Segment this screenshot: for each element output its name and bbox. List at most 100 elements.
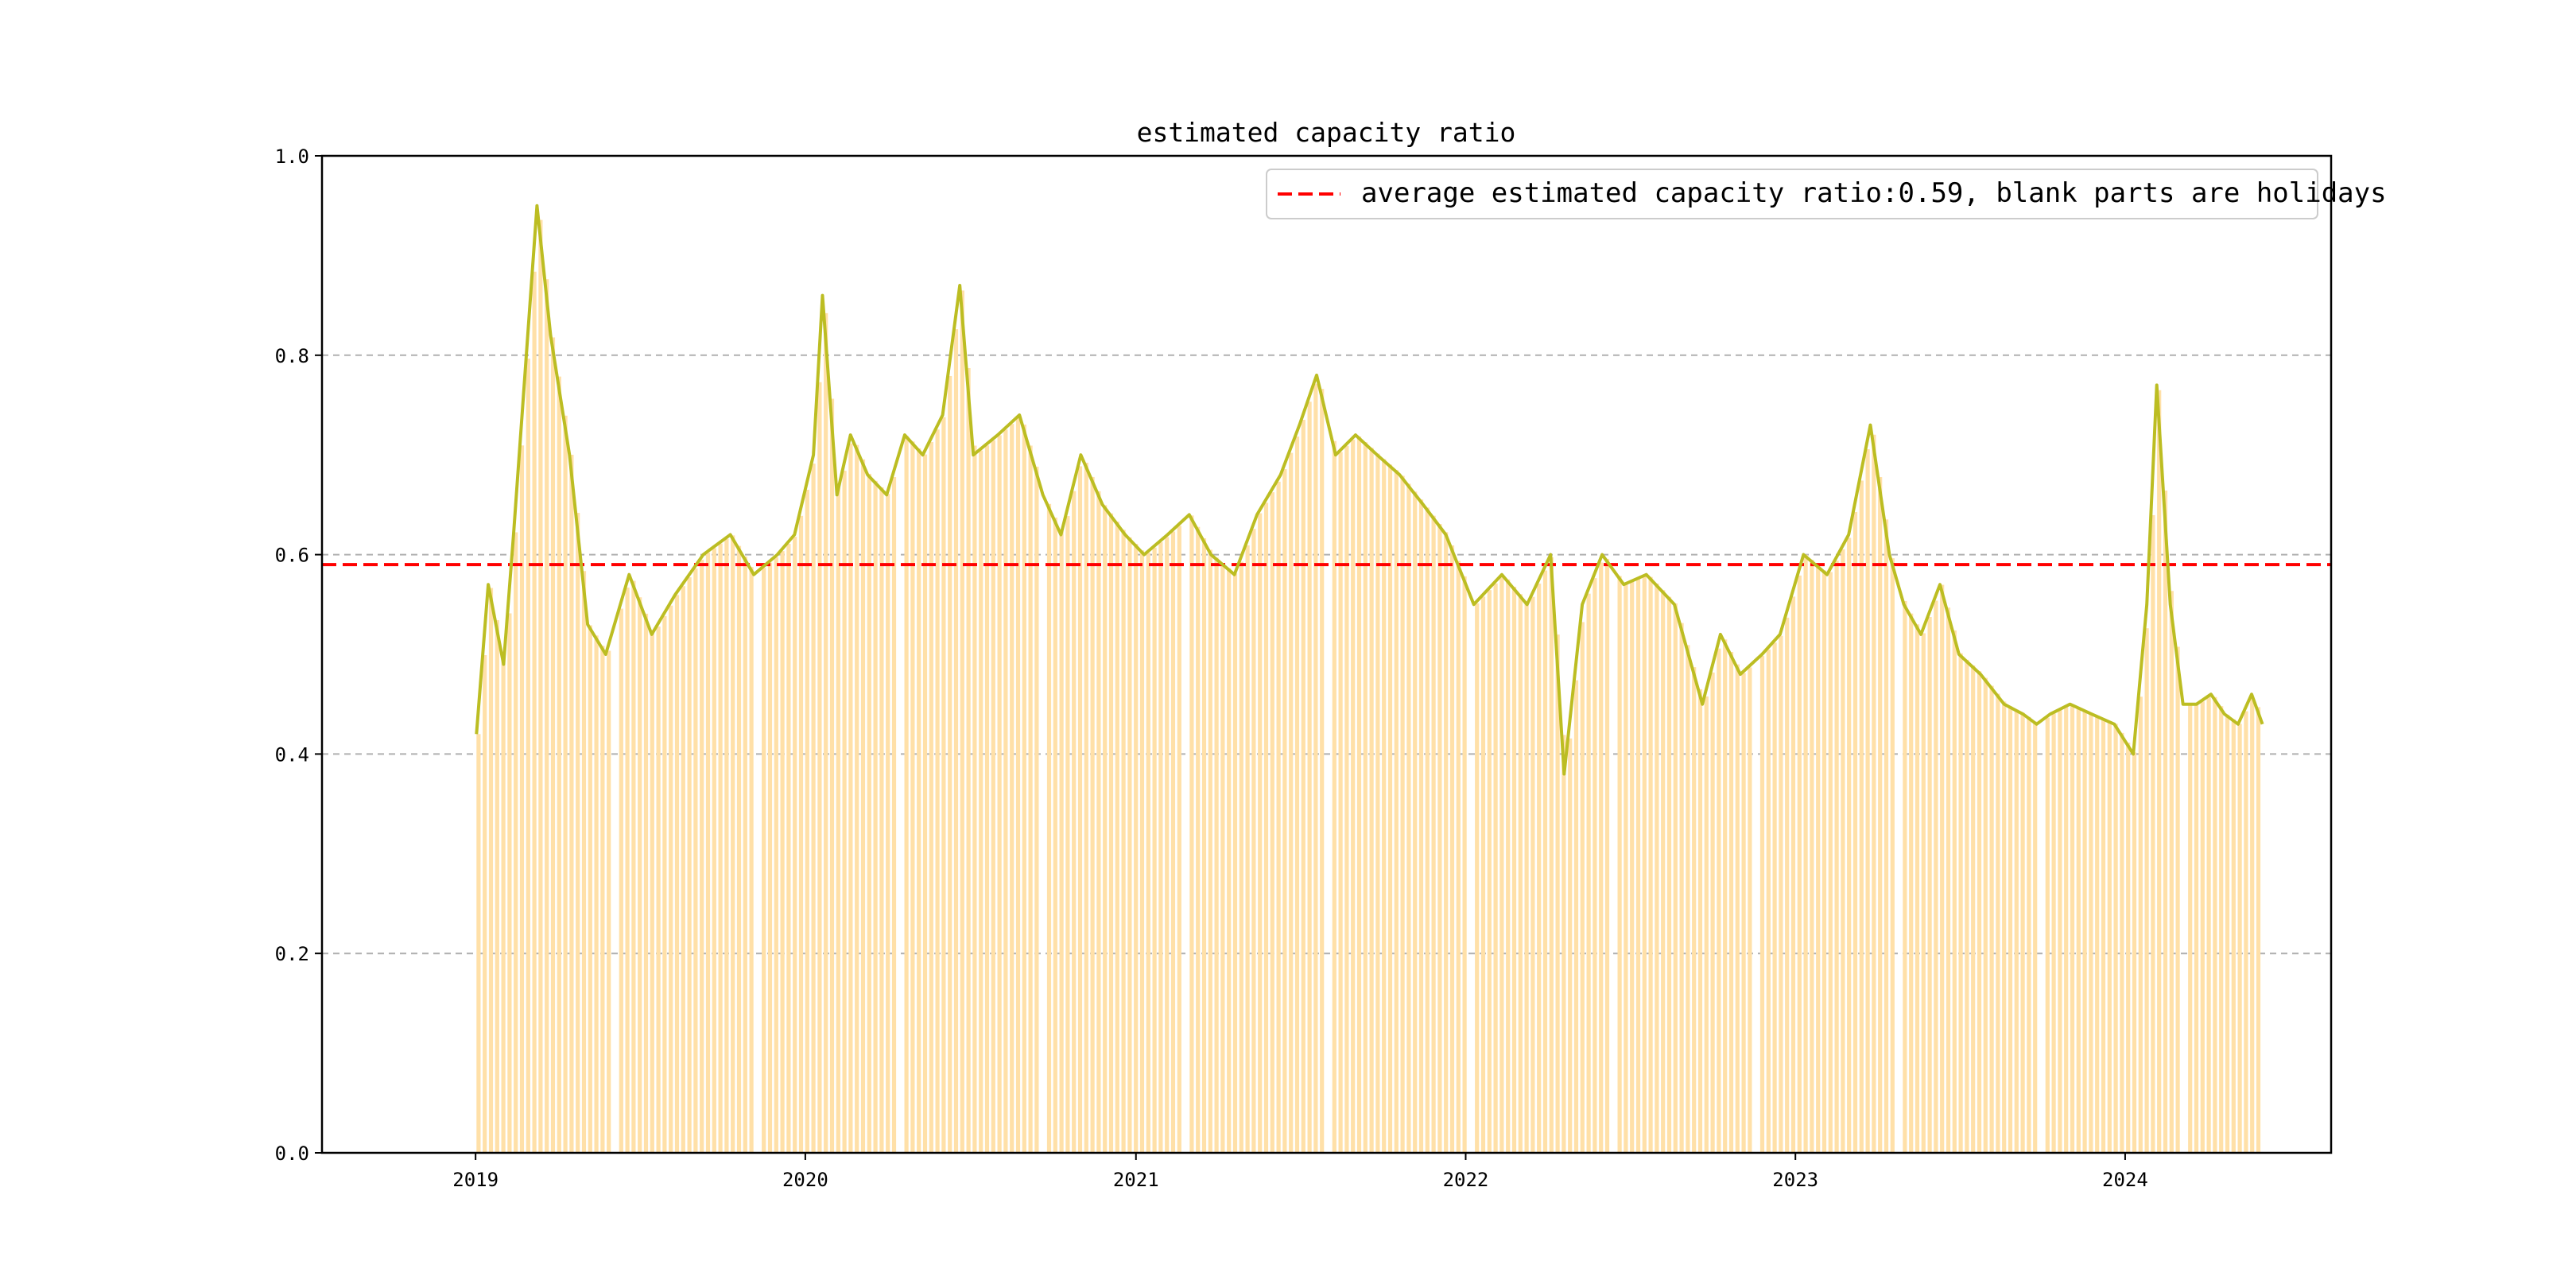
capacity-bar xyxy=(1115,522,1119,1153)
capacity-bar xyxy=(1686,645,1690,1153)
capacity-bar xyxy=(2213,696,2217,1153)
capacity-bar xyxy=(705,553,711,1153)
capacity-bar xyxy=(1152,547,1157,1153)
capacity-bar xyxy=(1201,538,1207,1153)
capacity-bar xyxy=(1320,389,1325,1153)
capacity-bar xyxy=(1741,673,1746,1153)
capacity-bar xyxy=(1946,607,1951,1153)
capacity-bar xyxy=(619,608,623,1153)
capacity-bar xyxy=(662,615,667,1153)
capacity-bar xyxy=(2113,724,2118,1153)
capacity-bar xyxy=(483,654,487,1153)
capacity-bar xyxy=(836,484,840,1153)
capacity-bar xyxy=(1103,505,1108,1153)
capacity-bar xyxy=(2008,706,2013,1153)
capacity-bar xyxy=(1400,475,1405,1153)
capacity-bar xyxy=(1958,653,1963,1153)
capacity-bar xyxy=(743,556,747,1153)
capacity-bar xyxy=(1524,601,1529,1153)
capacity-bar xyxy=(600,646,605,1153)
capacity-bar xyxy=(2033,721,2038,1153)
capacity-bar xyxy=(700,559,704,1153)
y-tick-label: 0.0 xyxy=(275,1143,309,1165)
capacity-bar xyxy=(1227,568,1232,1153)
capacity-bar xyxy=(922,454,928,1153)
capacity-bar xyxy=(1437,524,1442,1153)
capacity-bar xyxy=(1728,651,1734,1153)
capacity-bar xyxy=(1841,549,1845,1153)
capacity-bar xyxy=(1766,649,1771,1153)
capacity-bar xyxy=(1624,584,1628,1153)
capacity-bar xyxy=(736,545,742,1153)
capacity-bar xyxy=(1263,502,1269,1153)
capacity-bar xyxy=(842,471,847,1153)
legend-box xyxy=(1266,169,2318,219)
capacity-bar xyxy=(886,494,890,1153)
capacity-bar xyxy=(1630,581,1635,1153)
capacity-bar xyxy=(1785,617,1790,1153)
capacity-ratio-line xyxy=(475,204,2264,776)
capacity-bar xyxy=(1735,664,1740,1153)
capacity-bar xyxy=(1511,587,1517,1153)
capacity-bar xyxy=(1704,696,1709,1153)
capacity-bar xyxy=(1425,507,1430,1153)
capacity-bar xyxy=(2002,701,2007,1153)
capacity-bar xyxy=(2157,390,2162,1154)
capacity-bar xyxy=(1307,402,1312,1153)
capacity-bar xyxy=(607,650,611,1153)
capacity-bar xyxy=(1655,583,1659,1153)
capacity-bar xyxy=(2169,591,2174,1153)
capacity-bar xyxy=(2138,696,2143,1153)
capacity-bar xyxy=(1909,613,1914,1153)
y-tick-label: 0.6 xyxy=(275,545,309,567)
capacity-bar xyxy=(1276,481,1281,1153)
capacity-bar xyxy=(1046,503,1052,1153)
capacity-bar xyxy=(2237,724,2242,1153)
capacity-bar xyxy=(811,464,816,1153)
capacity-bar xyxy=(786,544,791,1153)
capacity-bar xyxy=(1617,576,1622,1153)
capacity-bar xyxy=(1158,542,1163,1153)
capacity-bar xyxy=(1480,596,1486,1153)
capacity-bar xyxy=(2045,717,2050,1153)
capacity-bar xyxy=(984,445,990,1153)
capacity-bar xyxy=(2076,707,2081,1153)
capacity-bar xyxy=(1717,648,1721,1153)
capacity-bar xyxy=(1387,464,1393,1153)
capacity-bar xyxy=(1282,469,1287,1153)
capacity-bar xyxy=(2107,720,2112,1153)
capacity-bar xyxy=(1710,672,1715,1153)
capacity-bar xyxy=(879,487,884,1153)
capacity-bar xyxy=(1072,491,1077,1153)
capacity-bar xyxy=(1431,515,1436,1153)
capacity-bar xyxy=(1369,448,1374,1153)
capacity-bar xyxy=(1344,445,1349,1153)
capacity-bar xyxy=(1697,689,1703,1153)
capacity-bar xyxy=(997,435,1002,1153)
capacity-bar xyxy=(1177,526,1181,1153)
capacity-bar xyxy=(1499,576,1504,1153)
capacity-bar xyxy=(2231,719,2236,1153)
y-tick-label: 0.4 xyxy=(275,743,309,766)
capacity-bar xyxy=(1301,419,1305,1153)
capacity-bar xyxy=(588,625,592,1153)
capacity-bar xyxy=(2244,711,2248,1153)
capacity-bar xyxy=(1220,562,1225,1153)
legend-label: average estimated capacity ratio:0.59, b… xyxy=(1361,177,2387,209)
capacity-bar xyxy=(855,444,859,1153)
capacity-bar xyxy=(966,367,971,1153)
capacity-bar xyxy=(569,454,574,1153)
capacity-bar xyxy=(2250,697,2255,1153)
capacity-bar xyxy=(1170,531,1176,1153)
capacity-bar xyxy=(817,382,822,1153)
capacity-bar xyxy=(1189,515,1194,1153)
chart-title: estimated capacity ratio xyxy=(1137,117,1516,148)
capacity-bar xyxy=(1635,579,1641,1153)
capacity-bar xyxy=(1406,483,1411,1153)
capacity-bar xyxy=(712,548,716,1153)
capacity-bar xyxy=(2058,710,2062,1153)
capacity-bar xyxy=(1847,537,1852,1153)
capacity-bar xyxy=(2082,709,2087,1153)
capacity-bar xyxy=(1028,445,1033,1153)
capacity-bar xyxy=(829,398,835,1153)
